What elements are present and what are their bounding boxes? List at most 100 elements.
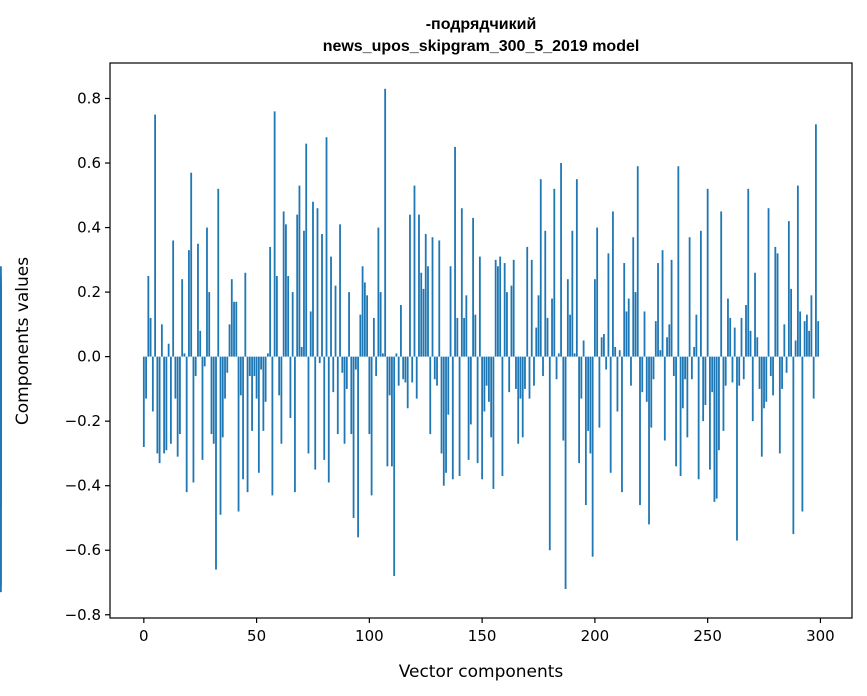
bar — [614, 346, 617, 357]
bar — [354, 356, 357, 370]
bar — [192, 356, 195, 483]
x-tick-label: 0 — [139, 627, 149, 645]
bar — [278, 356, 281, 396]
bar — [445, 356, 447, 473]
bar — [422, 288, 425, 357]
bar — [253, 356, 256, 376]
bar — [436, 356, 438, 386]
bar — [508, 356, 511, 393]
bar — [440, 356, 443, 454]
bar — [607, 253, 610, 357]
bar — [634, 292, 637, 357]
bar — [235, 301, 238, 357]
y-tick-label: 0.2 — [77, 283, 101, 301]
bar — [519, 356, 522, 399]
bar — [307, 356, 310, 454]
bar — [215, 356, 217, 570]
bar — [569, 314, 571, 357]
bar — [553, 188, 556, 357]
bar — [704, 356, 707, 406]
bar — [711, 356, 714, 393]
bar — [539, 179, 542, 357]
bar — [785, 356, 788, 373]
bar — [796, 185, 799, 357]
bar — [158, 356, 161, 464]
bar — [650, 356, 653, 428]
bar — [174, 356, 177, 399]
bar — [636, 166, 639, 357]
bar — [803, 321, 806, 357]
bar — [172, 240, 175, 357]
bar — [221, 356, 224, 438]
bar — [397, 356, 400, 386]
bar — [312, 201, 314, 357]
bar — [343, 356, 346, 444]
bar — [742, 356, 745, 380]
bar — [718, 356, 720, 451]
bar — [715, 356, 718, 499]
bar — [776, 253, 779, 357]
bar — [738, 356, 741, 386]
bar — [149, 317, 152, 357]
y-axis-label: Components values — [13, 257, 33, 425]
bar — [379, 292, 382, 357]
x-tick-label: 250 — [693, 627, 722, 645]
bar — [501, 356, 504, 477]
x-tick-label: 50 — [247, 627, 266, 645]
bar — [451, 356, 454, 480]
bar — [699, 230, 702, 357]
bar — [350, 356, 353, 435]
bar — [625, 311, 628, 357]
bar — [217, 188, 220, 357]
bar — [808, 330, 811, 357]
bar — [684, 356, 686, 380]
bar — [733, 327, 736, 357]
x-tick-label: 100 — [355, 627, 384, 645]
bar — [654, 321, 657, 357]
bar — [156, 356, 159, 454]
bar — [582, 340, 585, 357]
bar — [697, 356, 700, 480]
bar — [481, 356, 484, 480]
bar — [203, 356, 206, 367]
bar — [183, 353, 186, 357]
chart-title: -подрядчикий — [426, 16, 537, 33]
y-tick-label: 0.0 — [77, 348, 101, 366]
x-axis-label: Vector components — [399, 662, 564, 682]
bar — [799, 311, 802, 357]
bar — [603, 334, 605, 357]
bar — [639, 356, 641, 506]
bar — [339, 224, 341, 357]
bar — [163, 356, 166, 454]
bar — [285, 224, 287, 357]
bar — [463, 317, 465, 357]
bar — [190, 172, 193, 357]
bar — [679, 356, 682, 477]
bar — [294, 356, 296, 493]
bar — [551, 298, 553, 357]
bar — [404, 356, 407, 383]
bar — [562, 356, 565, 441]
bar — [546, 317, 549, 357]
bar — [246, 356, 249, 493]
bar — [487, 356, 490, 402]
bar — [772, 356, 774, 396]
bar — [260, 356, 262, 370]
bar — [695, 314, 698, 357]
bar — [758, 356, 761, 389]
bar — [377, 227, 380, 357]
bar — [199, 330, 202, 357]
bar — [224, 356, 226, 399]
bar — [490, 356, 493, 438]
bar — [391, 356, 393, 467]
bar — [0, 327, 2, 357]
bar — [321, 234, 323, 357]
bar — [681, 356, 684, 409]
bar — [145, 356, 147, 399]
bar — [411, 356, 414, 383]
bar — [424, 234, 427, 357]
bar — [663, 356, 666, 441]
bar — [787, 221, 790, 357]
bar — [147, 275, 150, 357]
bar — [745, 305, 747, 357]
